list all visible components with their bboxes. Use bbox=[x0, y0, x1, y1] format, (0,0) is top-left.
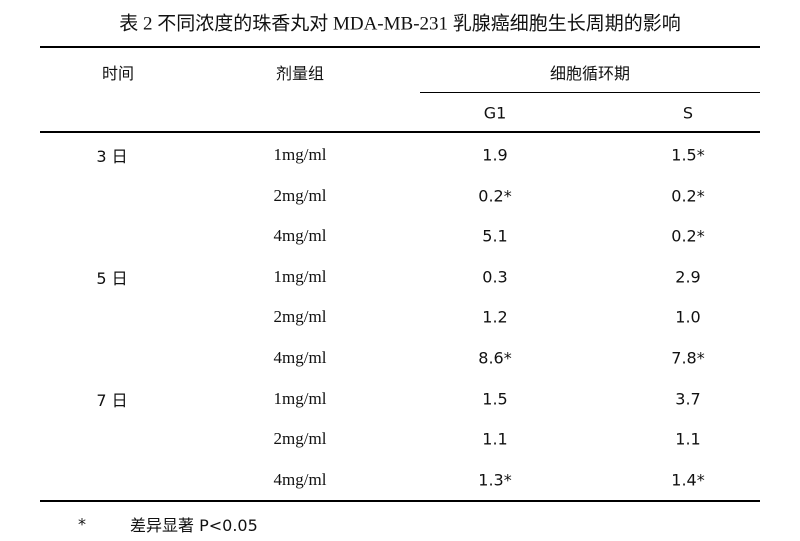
dose-cell: 2mg/ml bbox=[273, 307, 327, 327]
value-cell: 1.1 bbox=[675, 429, 701, 449]
time-cell: 3 日 bbox=[96, 147, 128, 166]
footnote-mark: * bbox=[78, 514, 86, 534]
dose-cell: 1mg/ml bbox=[273, 266, 327, 286]
value-cell: 1.9 bbox=[482, 145, 508, 165]
dose-cell: 2mg/ml bbox=[273, 429, 327, 449]
footnote-text: 差异显著 P<0.05 bbox=[130, 516, 258, 535]
table-title: 表 2 不同浓度的珠香丸对 MDA-MB-231 乳腺癌细胞生长周期的影响 bbox=[119, 13, 681, 35]
dose-cell: 4mg/ml bbox=[273, 226, 327, 246]
sub-rule bbox=[420, 92, 760, 93]
value-cell: 0.2* bbox=[671, 226, 705, 246]
value-cell: 1.4* bbox=[671, 470, 705, 490]
time-cell: 7 日 bbox=[96, 390, 128, 410]
value-cell: 1.2 bbox=[482, 307, 508, 327]
header-rule bbox=[40, 131, 760, 133]
value-cell: 1.5* bbox=[671, 145, 705, 165]
value-cell: 2.9 bbox=[675, 267, 701, 287]
top-rule bbox=[40, 46, 760, 48]
dose-cell: 1mg/ml bbox=[273, 388, 327, 408]
value-cell: 5.1 bbox=[482, 226, 508, 246]
value-cell: 1.1 bbox=[482, 429, 508, 449]
value-cell: 1.3* bbox=[478, 470, 512, 490]
bottom-rule bbox=[40, 500, 760, 502]
dose-cell: 4mg/ml bbox=[273, 348, 327, 367]
dose-cell: 4mg/ml bbox=[273, 469, 327, 489]
header-cell: 细胞循环期 bbox=[549, 64, 631, 83]
header-cell: S bbox=[682, 103, 694, 123]
value-cell: 3.7 bbox=[675, 389, 701, 409]
value-cell: 0.2* bbox=[478, 186, 512, 206]
time-cell: 5 日 bbox=[96, 268, 128, 288]
value-cell: 1.0 bbox=[675, 307, 701, 327]
value-cell: 1.5 bbox=[482, 389, 508, 409]
header-cell: G1 bbox=[483, 103, 507, 123]
header-cell: 剂量组 bbox=[275, 64, 325, 83]
value-cell: 0.3 bbox=[482, 267, 508, 287]
value-cell: 0.2* bbox=[671, 186, 705, 206]
dose-cell: 1mg/ml bbox=[273, 145, 327, 164]
value-cell: 7.8* bbox=[671, 348, 705, 368]
dose-cell: 2mg/ml bbox=[273, 185, 327, 205]
header-cell: 时间 bbox=[101, 64, 135, 83]
value-cell: 8.6* bbox=[478, 348, 512, 368]
